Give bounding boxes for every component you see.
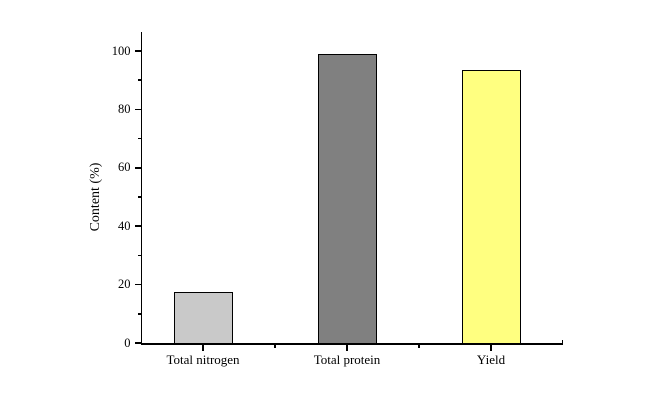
x-major-tick (490, 344, 492, 351)
y-tick-label: 40 (118, 218, 131, 233)
x-tick-label: Yield (476, 352, 506, 367)
x-tick-label: Total nitrogen (166, 352, 240, 367)
y-tick-label: 60 (118, 160, 131, 175)
x-minor-tick (418, 344, 420, 348)
y-major-tick (134, 50, 141, 52)
y-minor-tick (137, 137, 141, 140)
x-axis-end-tick (561, 340, 563, 343)
y-major-tick (134, 167, 141, 169)
x-minor-tick (274, 344, 276, 348)
y-major-tick (134, 283, 141, 286)
y-tick-label: 100 (111, 43, 131, 58)
y-tick-label: 80 (118, 101, 131, 116)
y-minor-tick (137, 196, 141, 198)
bar-yield (461, 69, 521, 345)
y-minor-tick (137, 254, 141, 257)
y-major-tick (134, 342, 141, 344)
y-major-tick (134, 108, 141, 111)
y-tick-label: 20 (118, 277, 131, 292)
x-major-tick (346, 344, 348, 351)
bar-total-nitrogen (173, 292, 233, 345)
y-tick-label: 0 (124, 335, 131, 350)
y-minor-tick (137, 313, 141, 315)
bar-total-protein (317, 53, 377, 345)
x-tick-label: Total protein (313, 352, 381, 367)
x-major-tick (202, 344, 204, 351)
y-axis-line (140, 32, 142, 345)
y-minor-tick (137, 79, 141, 81)
y-major-tick (134, 225, 141, 227)
